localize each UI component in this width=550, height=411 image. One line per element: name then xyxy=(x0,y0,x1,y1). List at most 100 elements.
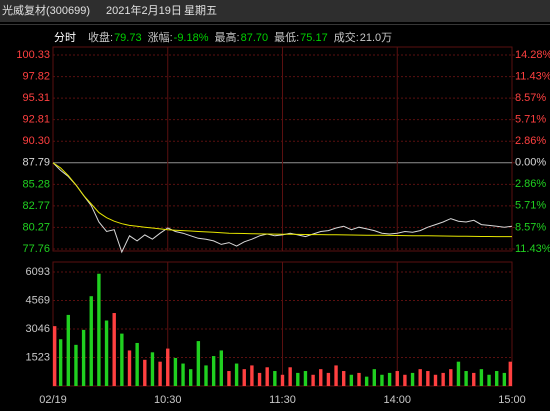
volume-bar xyxy=(502,372,507,386)
x-tick-label: 02/19 xyxy=(39,394,67,406)
volume-bar xyxy=(280,374,285,386)
volume-bar xyxy=(426,371,430,386)
volume-bar xyxy=(472,372,476,386)
quote-label: 涨幅: xyxy=(148,31,173,44)
quote-label: 最高: xyxy=(215,30,240,44)
volume-bar xyxy=(89,296,93,386)
quote-value: 87.70 xyxy=(241,32,269,44)
volume-bar xyxy=(234,363,239,386)
y2-tick-label: 2.86% xyxy=(515,135,546,147)
volume-bar xyxy=(296,372,300,386)
volume-bar xyxy=(58,339,63,386)
y2-tick-label: 5.71% xyxy=(515,200,546,212)
volume-bar xyxy=(189,369,193,386)
quote-label: 最低: xyxy=(274,31,299,44)
volume-bar xyxy=(204,365,208,386)
y-tick-label: 87.79 xyxy=(22,157,50,169)
volume-bar xyxy=(479,369,484,386)
y-tick-label: 90.30 xyxy=(22,135,50,147)
quote-value: 21.0万 xyxy=(360,32,392,44)
y2-tick-label: 14.28% xyxy=(515,49,550,61)
volume-bar xyxy=(364,376,369,386)
x-tick-label: 11:30 xyxy=(269,394,296,406)
average-line xyxy=(52,162,512,238)
volume-bar xyxy=(250,365,254,386)
volume-bar xyxy=(257,372,262,386)
volume-bar xyxy=(173,357,178,386)
y-tick-label: 92.81 xyxy=(22,114,50,126)
volume-bar xyxy=(464,371,468,386)
y2-tick-label: 8.57% xyxy=(515,92,546,104)
volume-bar xyxy=(211,356,216,386)
y-tick-label: 82.77 xyxy=(22,200,50,212)
volume-bar xyxy=(227,371,231,386)
volume-bar xyxy=(487,374,491,386)
x-tick-label: 15:00 xyxy=(498,394,526,406)
volume-bar xyxy=(242,369,246,386)
volume-tick-label: 1523 xyxy=(26,351,50,363)
volume-bar xyxy=(395,371,399,386)
y2-tick-label: 8.57% xyxy=(515,221,546,233)
volume-bar xyxy=(143,359,147,386)
volume-bar xyxy=(273,371,277,386)
volume-bar xyxy=(334,365,338,386)
volume-bar xyxy=(66,314,70,386)
volume-bar xyxy=(495,371,499,386)
volume-bar xyxy=(112,313,116,386)
volume-bar xyxy=(311,374,315,386)
volume-bar xyxy=(97,273,101,386)
y-tick-label: 85.28 xyxy=(22,178,50,190)
header-rule xyxy=(0,24,550,25)
volume-bar xyxy=(181,363,185,386)
volume-bar xyxy=(418,369,422,386)
volume-bar xyxy=(81,329,86,386)
volume-bar xyxy=(158,361,162,386)
volume-tick-label: 4569 xyxy=(26,294,50,306)
volume-bar xyxy=(196,341,201,386)
volume-bar xyxy=(357,372,361,386)
volume-tick-label: 3046 xyxy=(26,323,50,335)
date: 2021年2月19日 xyxy=(106,3,182,17)
quote-value: 75.17 xyxy=(300,32,328,44)
tab[interactable]: 分时 xyxy=(54,31,76,44)
volume-bar xyxy=(120,333,124,386)
y2-tick-label: 5.71% xyxy=(515,114,546,126)
volume-bar xyxy=(508,361,512,386)
header-bar xyxy=(0,0,550,22)
y-tick-label: 95.31 xyxy=(22,92,50,104)
stock-name: 光威复材(300699) xyxy=(2,3,90,17)
volume-bar xyxy=(319,369,323,386)
x-tick-label: 10:30 xyxy=(154,394,182,406)
volume-bar xyxy=(342,371,346,386)
quote-value: 79.73 xyxy=(114,32,142,44)
y-tick-label: 100.33 xyxy=(16,49,50,61)
volume-bar xyxy=(349,374,354,386)
y2-tick-label: 11.43% xyxy=(515,70,550,82)
volume-tick-label: 6093 xyxy=(26,266,50,278)
volume-bar xyxy=(403,374,407,386)
quote-label: 收盘: xyxy=(88,30,113,44)
volume-bar xyxy=(456,361,461,386)
volume-bar xyxy=(74,344,78,386)
y2-tick-label: 2.86% xyxy=(515,178,546,190)
volume-bar xyxy=(288,367,292,386)
y-tick-label: 77.76 xyxy=(22,243,50,255)
volume-bar xyxy=(441,372,445,386)
x-tick-label: 14:00 xyxy=(383,394,411,406)
volume-bar xyxy=(449,369,453,386)
volume-bar xyxy=(127,350,132,386)
volume-bar xyxy=(303,371,308,386)
y-tick-label: 97.82 xyxy=(22,70,50,82)
quote-label: 成交: xyxy=(334,30,359,44)
quote-value: -9.18% xyxy=(174,32,209,44)
volume-bar xyxy=(53,326,57,386)
volume-bar xyxy=(150,352,155,386)
volume-bar xyxy=(433,374,438,386)
volume-bar xyxy=(135,342,139,386)
volume-bar xyxy=(387,372,392,386)
weekday: 星期五 xyxy=(184,4,217,17)
volume-bar xyxy=(380,374,384,386)
volume-bar xyxy=(410,372,415,386)
y2-tick-label: 0.00% xyxy=(515,157,546,169)
